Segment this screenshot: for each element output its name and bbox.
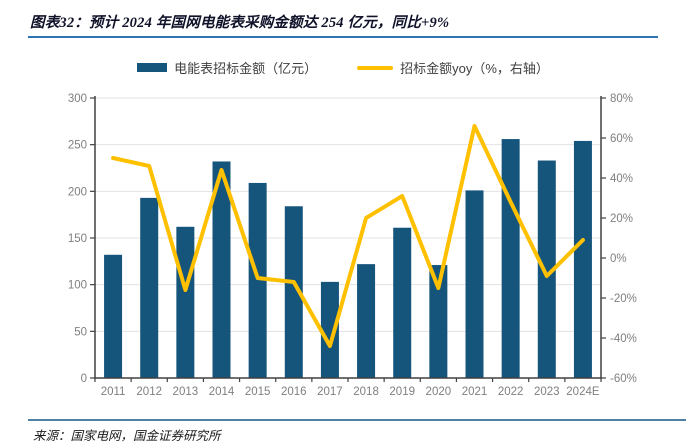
bar-2017 [320,281,339,378]
left-axis-label: 200 [68,186,87,198]
x-axis-label: 2012 [136,386,162,398]
bar-2014 [212,161,231,378]
right-axis-label: -40% [610,333,637,345]
right-axis-label: 60% [610,133,633,145]
bar-2021 [465,190,484,378]
left-axis-label: 300 [68,93,87,105]
bar-2013 [176,226,195,378]
bar-2022 [501,139,520,378]
x-axis-label: 2015 [245,386,271,398]
x-axis-label: 2014 [209,386,235,398]
x-axis-label: 2020 [426,386,452,398]
bar-2023 [537,160,556,378]
legend-label: 招标金额yoy（%，右轴） [400,61,549,76]
bar-2012 [140,197,159,378]
chart-legend: 电能表招标金额（亿元） 招标金额yoy（%，右轴） [0,58,686,77]
figure-title: 图表32：预计 2024 年国网电能表采购金额达 254 亿元，同比+9% [30,15,450,31]
legend-label: 电能表招标金额（亿元） [174,61,318,76]
x-axis-label: 2018 [353,386,379,398]
bar-2024E [573,140,592,378]
footer-divider [28,419,686,421]
x-axis-label: 2021 [462,386,488,398]
bar-series-swatch-icon [137,63,168,72]
yoy-line [111,124,585,348]
left-axis-label: 0 [81,373,87,385]
bar-2019 [393,227,412,378]
left-axis-label: 100 [68,280,87,292]
line-series-swatch-icon [357,65,394,70]
x-axis-label: 2022 [498,386,524,398]
x-axis-label: 2024E [566,386,600,398]
x-axis-label: 2019 [389,386,415,398]
bar-2020 [429,265,448,378]
bar-2011 [104,254,123,378]
bar-2016 [284,206,303,378]
legend-item-bar-series: 电能表招标金额（亿元） [137,58,317,77]
bar-2018 [357,264,376,378]
right-axis-label: 20% [610,213,633,225]
legend-item-line-series: 招标金额yoy（%，右轴） [357,58,549,77]
right-axis-label: 0% [610,253,627,265]
bar-2015 [248,182,267,378]
x-axis-label: 2017 [317,386,343,398]
left-axis-label: 250 [68,140,87,152]
x-axis-label: 2023 [534,386,560,398]
right-axis-label: -60% [610,373,637,385]
x-axis-label: 2013 [173,386,199,398]
right-axis-label: -20% [610,293,637,305]
left-axis-label: 50 [74,326,87,338]
x-axis-label: 2011 [101,386,126,398]
title-divider [28,36,658,38]
left-axis-label: 150 [68,233,87,245]
right-axis-label: 40% [610,173,633,185]
right-axis-label: 80% [610,93,633,105]
source-note: 来源：国家电网，国金证券研究所 [33,429,221,443]
x-axis-label: 2016 [281,386,307,398]
